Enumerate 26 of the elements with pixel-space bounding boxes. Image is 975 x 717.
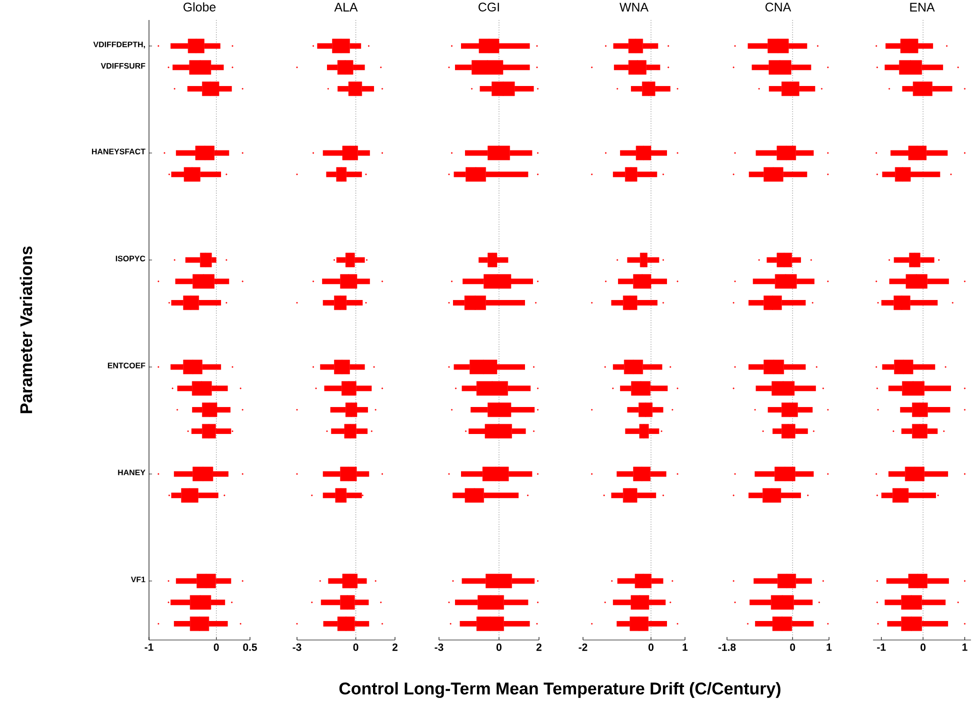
chart-title: WNA [620,2,649,12]
x-tick-label: 0 [496,644,502,651]
chart-title: ENA [910,2,935,12]
chart-title: CNA [765,2,792,12]
x-tick-label: 0 [648,644,654,651]
x-tick-label: -3 [292,644,302,651]
x-axis-title: Control Long-Term Mean Temperature Drift (C/Century) [339,682,780,698]
chart-title: CGI [478,2,499,12]
x-tick-label: 1 [682,644,688,651]
x-tick-label: 0 [353,644,358,651]
x-tick-label: -3 [434,644,444,651]
x-tick-label: 1 [962,644,968,651]
x-tick-label: 0 [214,644,219,651]
x-tick-label: 2 [392,644,398,651]
x-tick-label: 2 [536,644,542,651]
x-tick-label: 0 [920,644,926,651]
x-tick-label: -1.8 [718,644,736,651]
y-axis-title: Parameter Variations [20,246,32,414]
x-tick-label: -1 [144,644,154,651]
x-tick-label: 0 [790,644,796,651]
chart-title: Globe [184,2,216,12]
x-tick-label: -2 [578,644,588,651]
x-tick-label: 1 [826,644,832,651]
x-tick-label: 0.5 [243,644,257,651]
chart-title: ALA [334,2,358,12]
x-tick-label: -1 [877,644,886,651]
